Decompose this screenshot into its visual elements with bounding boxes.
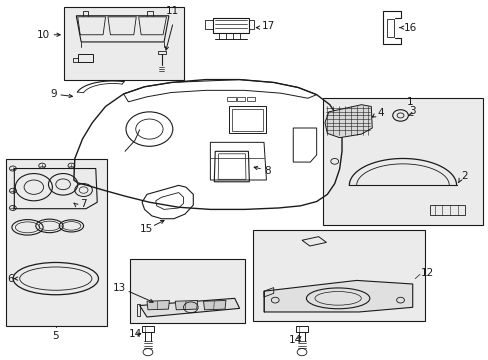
Text: 14: 14	[288, 334, 301, 345]
Polygon shape	[264, 280, 412, 312]
Polygon shape	[147, 301, 169, 310]
Text: 11: 11	[165, 6, 179, 16]
Text: 6: 6	[8, 274, 14, 284]
Bar	[78, 54, 93, 62]
Bar	[253, 230, 424, 320]
Text: 10: 10	[37, 30, 50, 40]
Bar	[227, 97, 235, 101]
Polygon shape	[140, 298, 239, 317]
Text: 4: 4	[377, 108, 384, 118]
Text: 8: 8	[264, 166, 270, 176]
Bar	[130, 259, 244, 323]
Text: 16: 16	[403, 23, 416, 33]
Text: 7: 7	[80, 199, 86, 210]
Bar	[158, 51, 165, 54]
Text: 12: 12	[420, 268, 433, 278]
Text: 17: 17	[261, 21, 274, 31]
Bar	[237, 97, 245, 101]
Text: 9: 9	[50, 89, 57, 99]
Bar	[296, 326, 307, 332]
Polygon shape	[175, 301, 197, 310]
Bar	[246, 97, 255, 101]
Polygon shape	[325, 105, 371, 138]
Text: 13: 13	[113, 283, 126, 293]
Text: 5: 5	[52, 330, 59, 341]
Text: 1: 1	[406, 97, 412, 107]
Polygon shape	[203, 301, 225, 310]
Bar	[5, 159, 107, 326]
Text: 2: 2	[460, 171, 467, 181]
Text: 3: 3	[408, 106, 415, 116]
Bar	[142, 326, 154, 332]
Bar	[322, 98, 483, 225]
Text: 15: 15	[140, 225, 153, 234]
Bar	[64, 7, 183, 80]
Text: 14: 14	[128, 329, 142, 339]
